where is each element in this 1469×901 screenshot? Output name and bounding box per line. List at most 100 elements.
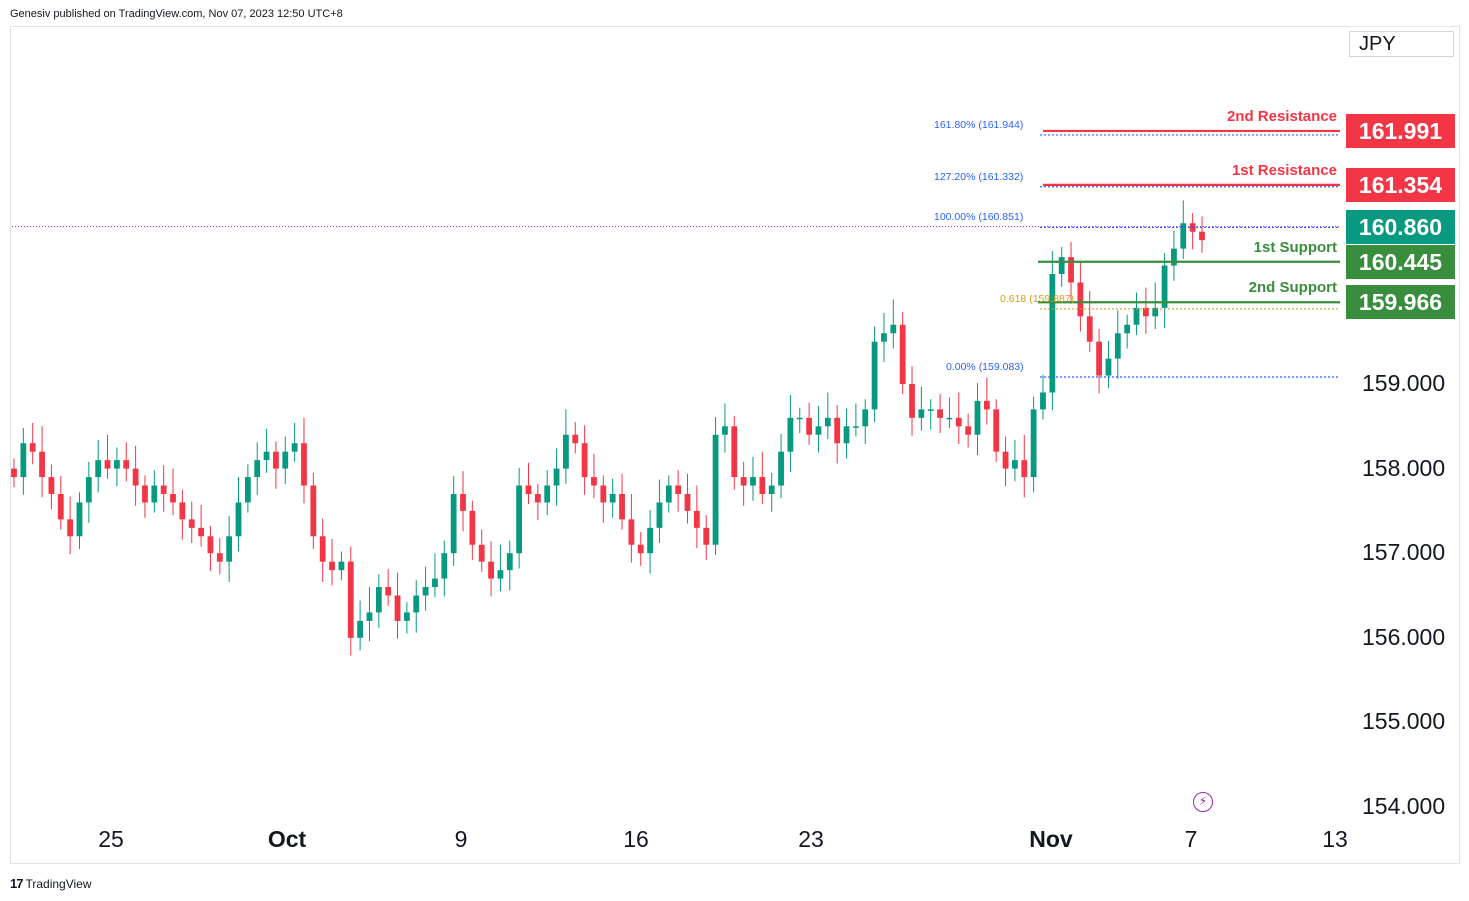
tradingview-logo[interactable]: 17 TradingView: [10, 876, 92, 891]
level-price-badge: 161.991: [1346, 113, 1455, 148]
candle-body: [366, 612, 373, 621]
x-tick-label: 7: [1184, 826, 1198, 852]
candle-body: [1086, 316, 1093, 342]
candle-body: [497, 570, 504, 579]
candle-body: [273, 451, 279, 469]
candle-body: [731, 426, 738, 478]
y-tick-label: 159.000: [1362, 370, 1446, 396]
candle-body: [890, 324, 897, 334]
x-tick-label: 25: [98, 826, 124, 852]
candle-body: [909, 384, 915, 418]
candle-body: [113, 460, 120, 469]
candle-body: [712, 434, 719, 545]
candle-body: [1030, 409, 1037, 478]
candle-body: [815, 426, 822, 435]
candle-body: [703, 527, 710, 545]
candle-body: [965, 426, 972, 435]
candle-body: [142, 485, 148, 503]
candle-body: [787, 417, 794, 452]
candle-body: [506, 553, 513, 571]
candle-body: [1058, 257, 1065, 275]
candle-body: [282, 451, 289, 469]
candle-body: [263, 451, 270, 461]
candle-body: [918, 409, 925, 418]
level-price-badge: 161.354: [1346, 167, 1455, 202]
candle-body: [600, 485, 607, 503]
candle-body: [525, 485, 532, 494]
candle-body: [432, 578, 438, 588]
x-tick-label: 9: [454, 826, 468, 852]
candle-body: [843, 426, 850, 444]
candle-body: [20, 443, 27, 478]
candle-body: [647, 527, 653, 554]
candle-body: [460, 493, 466, 511]
flash-icon[interactable]: ⚡: [1193, 792, 1213, 812]
candle-body: [759, 477, 766, 494]
candle-body: [95, 460, 102, 478]
candle-body: [357, 620, 364, 638]
y-tick-label: 158.000: [1362, 454, 1446, 481]
fib-label: 127.20% (161.332): [934, 170, 1024, 183]
candle-body: [450, 493, 457, 554]
candle-body: [675, 485, 682, 494]
y-tick-label: 156.000: [1362, 623, 1446, 650]
candle-body: [516, 485, 523, 554]
candle-body: [441, 553, 448, 579]
x-tick-label: Oct: [267, 826, 307, 852]
tradingview-mark-icon: 17: [10, 876, 24, 891]
candle-body: [478, 544, 485, 562]
candle-body: [413, 595, 420, 613]
tradingview-logo-text: TradingView: [25, 876, 92, 891]
candle-body: [422, 587, 429, 596]
candle-body: [722, 426, 728, 435]
candle-body: [637, 544, 644, 554]
candle-body: [927, 409, 934, 411]
candle-body: [375, 587, 382, 613]
currency-selector[interactable]: JPY: [1349, 31, 1454, 57]
level-price-badge: 160.445: [1346, 244, 1455, 279]
candle-body: [347, 561, 354, 638]
candle-body: [179, 502, 186, 520]
candle-body: [291, 443, 298, 452]
candle-body: [656, 502, 663, 528]
candle-body: [1161, 265, 1168, 308]
fib-label: 161.80% (161.944): [934, 118, 1024, 131]
candle-body: [132, 468, 139, 486]
candle-body: [665, 485, 672, 503]
candle-body: [1142, 307, 1149, 317]
candle-body: [170, 493, 176, 503]
candle-body: [338, 561, 345, 571]
candle-body: [955, 417, 962, 427]
candle-body: [67, 519, 74, 537]
candle-body: [48, 477, 55, 494]
candle-body: [553, 468, 560, 486]
candle-body: [1114, 333, 1121, 359]
candle-body: [899, 324, 906, 384]
candle-body: [254, 460, 261, 478]
x-tick-label: Nov: [1029, 826, 1073, 852]
candle-body: [39, 451, 45, 478]
level-label: 1st Resistance: [1231, 161, 1337, 179]
candle-body: [488, 561, 494, 579]
candle-body: [693, 510, 700, 528]
y-tick-label: 155.000: [1362, 708, 1446, 735]
candle-body: [946, 417, 953, 420]
candle-body: [983, 400, 990, 410]
candle-body: [572, 434, 579, 444]
candle-body: [188, 519, 195, 528]
candle-body: [993, 409, 1000, 452]
candle-body: [581, 443, 588, 478]
y-tick-label: 154.000: [1362, 793, 1446, 819]
candle-body: [29, 443, 36, 452]
candle-body: [11, 468, 17, 478]
candle-body: [881, 333, 887, 342]
candle-body: [1077, 282, 1084, 317]
candle-body: [796, 417, 803, 420]
candle-body: [591, 477, 597, 486]
candle-body: [1180, 223, 1187, 249]
candle-body: [235, 502, 242, 537]
candle-body: [76, 502, 83, 537]
candle-body: [974, 400, 981, 435]
candle-body: [824, 417, 831, 427]
